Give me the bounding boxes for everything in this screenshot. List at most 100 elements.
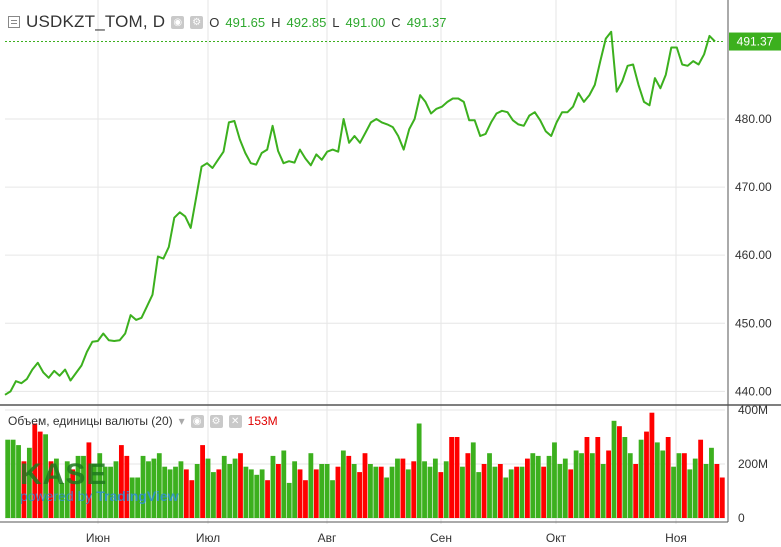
volume-bar <box>524 458 530 518</box>
volume-bar <box>698 439 704 518</box>
volume-bar <box>146 461 151 518</box>
symbol-list-icon[interactable] <box>8 16 20 28</box>
volume-bar <box>281 450 287 518</box>
volume-bar <box>671 466 676 518</box>
volume-bar <box>368 464 373 518</box>
open-value: 491.65 <box>225 14 266 30</box>
volume-bar <box>622 437 628 518</box>
volume-bar <box>21 461 27 518</box>
volume-bar <box>286 482 292 518</box>
volume-bar <box>649 412 655 518</box>
high-label: H <box>271 14 281 30</box>
volume-bar <box>492 466 498 518</box>
volume-bar <box>405 469 411 518</box>
volume-bar <box>156 453 162 518</box>
volume-bar <box>124 455 130 518</box>
volume-bar <box>579 453 584 518</box>
eye-icon[interactable]: ◉ <box>171 15 185 29</box>
volume-bar <box>216 469 222 518</box>
volume-bar <box>227 464 233 518</box>
volume-value: 153M <box>247 414 278 428</box>
volume-bar <box>384 477 390 518</box>
volume-bar <box>508 469 514 518</box>
volume-bar <box>470 442 476 518</box>
volume-bar <box>313 469 319 518</box>
volume-bar <box>108 466 113 518</box>
volume-bar <box>644 431 649 518</box>
x-tick-label: Июн <box>86 531 110 545</box>
volume-bar <box>340 450 346 518</box>
volume-bar <box>97 453 103 518</box>
volume-bar <box>611 420 617 518</box>
eye-icon[interactable]: ◉ <box>190 414 204 428</box>
volume-bar <box>449 437 455 518</box>
volume-bar <box>335 466 341 518</box>
volume-bar <box>64 461 70 518</box>
volume-bar <box>562 458 568 518</box>
volume-bar <box>427 466 433 518</box>
volume-bar <box>81 455 86 518</box>
volume-bar <box>140 455 146 518</box>
volume-bar <box>10 439 16 518</box>
volume-bar <box>557 464 563 518</box>
grid-lines <box>5 0 725 524</box>
volume-bar <box>589 453 595 518</box>
volume-bar <box>324 464 330 518</box>
volume-bar <box>373 466 379 518</box>
volume-bar <box>460 466 465 518</box>
x-tick-label: Ноя <box>665 531 687 545</box>
volume-bar <box>595 437 601 518</box>
volume-bar <box>541 466 547 518</box>
powered-by: powered by TradingView <box>20 488 179 504</box>
volume-bar <box>519 466 525 518</box>
volume-bar <box>487 453 492 518</box>
x-tick-label: Авг <box>318 531 337 545</box>
volume-bar <box>275 464 281 518</box>
brand-text: TradingView <box>96 488 179 504</box>
x-tick-label: Июл <box>196 531 220 545</box>
volume-bar <box>162 466 168 518</box>
volume-bar <box>270 455 276 518</box>
kase-logo: KASE <box>20 458 108 491</box>
volume-bar <box>26 447 32 518</box>
y-tick-label: 470.00 <box>735 180 772 194</box>
volume-bar <box>481 464 487 518</box>
volume-bar <box>654 442 660 518</box>
gear-icon[interactable]: ⚙ <box>190 15 204 29</box>
volume-bar <box>714 464 720 518</box>
volume-bar <box>552 442 557 518</box>
last-price-badge <box>729 32 781 51</box>
price-series-line <box>4 30 716 396</box>
volume-bar <box>389 466 395 518</box>
volume-bar <box>32 423 38 518</box>
volume-bar <box>319 464 325 518</box>
volume-bar <box>665 437 671 518</box>
volume-bar <box>709 447 714 518</box>
volume-bar <box>102 466 108 518</box>
volume-bar <box>178 461 184 518</box>
symbol-title[interactable]: USDKZT_TOM, D <box>26 12 166 31</box>
volume-bar <box>454 437 460 518</box>
volume-bar <box>719 477 725 518</box>
gear-icon[interactable]: ⚙ <box>209 414 223 428</box>
close-icon[interactable]: ✕ <box>228 414 242 428</box>
chevron-down-icon[interactable]: ▾ <box>178 414 185 428</box>
volume-bar <box>173 466 178 518</box>
volume-bar <box>514 466 519 518</box>
volume-bar <box>606 450 612 518</box>
volume-bar <box>243 466 249 518</box>
volume-bar <box>59 482 65 518</box>
volume-bar <box>37 431 43 518</box>
volume-bar <box>70 469 76 518</box>
volume-title[interactable]: Объем, единицы валюты (20) <box>8 414 173 428</box>
volume-bar <box>638 439 644 518</box>
y-tick-label: 480.00 <box>735 112 772 126</box>
volume-bar <box>627 453 633 518</box>
volume-bar <box>135 477 141 518</box>
volume-bar <box>248 469 254 518</box>
volume-bar <box>497 464 503 518</box>
volume-bar <box>378 466 384 518</box>
volume-bar <box>535 455 541 518</box>
volume-bar <box>118 445 124 518</box>
